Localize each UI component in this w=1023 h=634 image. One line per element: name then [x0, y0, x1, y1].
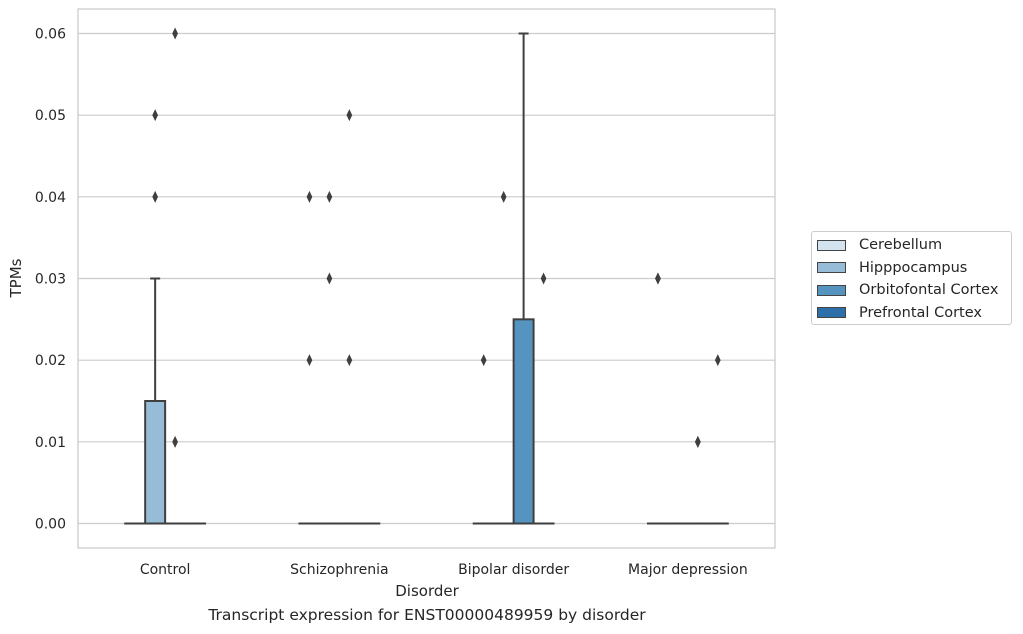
legend-label: Orbitofontal Cortex [859, 282, 999, 298]
outlier-point [714, 354, 721, 367]
y-tick-label: 0.06 [35, 27, 66, 43]
y-tick-label: 0.03 [35, 272, 66, 288]
box-0-1 [144, 277, 167, 525]
box-2-2 [512, 32, 535, 525]
outlier-point [152, 109, 159, 122]
outlier-point [694, 435, 701, 448]
legend-label: Cerebellum [859, 237, 943, 253]
legend-label: Prefrontal Cortex [859, 304, 982, 321]
legend-swatch [817, 239, 846, 251]
y-tick-label: 0.05 [35, 108, 66, 124]
x-tick-labels: Control Schizophrenia Bipolar disorder Majo… [140, 562, 748, 578]
legend-label: Hipppocampus [859, 259, 968, 276]
y-tick-labels: 0.00 0.01 0.02 0.03 0.04 0.05 0.06 [35, 27, 66, 533]
outlier-point [152, 190, 159, 203]
boxes [124, 32, 729, 525]
outlier-point [326, 272, 333, 285]
x-tick-label: Bipolar disorder [458, 562, 569, 578]
legend-item: Hipppocampus [817, 258, 967, 278]
outlier-point [306, 354, 313, 367]
legend-swatch [817, 284, 846, 296]
grid-lines [78, 32, 775, 525]
outlier-point [172, 27, 178, 40]
outlier-point [346, 354, 353, 367]
x-tick-label: Control [140, 562, 191, 578]
outlier-point [306, 190, 313, 203]
outlier-point [655, 272, 661, 285]
y-tick-label: 0.04 [35, 190, 66, 206]
outlier-point [480, 354, 487, 367]
outlier-point [326, 190, 333, 203]
legend: Cerebellum Hipppocampus Orbitofontal Corte… [811, 231, 1012, 325]
outlier-point [500, 190, 507, 203]
x-tick-label: Major depression [628, 562, 748, 578]
outlier-point [540, 272, 547, 285]
y-tick-label: 0.00 [35, 517, 66, 533]
y-tick-label: 0.02 [35, 353, 66, 369]
legend-swatch [817, 262, 846, 273]
outlier-point [172, 435, 178, 448]
x-axis-title: Disorder [395, 582, 459, 600]
plot-area-frame [77, 8, 776, 549]
legend-swatch [817, 307, 846, 318]
y-axis-title: TPMs [7, 258, 25, 298]
outliers [152, 27, 721, 448]
legend-item: Cerebellum [817, 235, 942, 255]
legend-item: Orbitofontal Cortex [817, 280, 998, 300]
y-tick-label: 0.01 [35, 435, 66, 451]
legend-item: Prefrontal Cortex [817, 303, 982, 323]
x-tick-label: Schizophrenia [290, 562, 388, 578]
chart-caption: Transcript expression for ENST0000048995… [208, 606, 646, 624]
outlier-point [346, 109, 353, 122]
box-body [512, 318, 535, 525]
box-body [144, 400, 167, 525]
